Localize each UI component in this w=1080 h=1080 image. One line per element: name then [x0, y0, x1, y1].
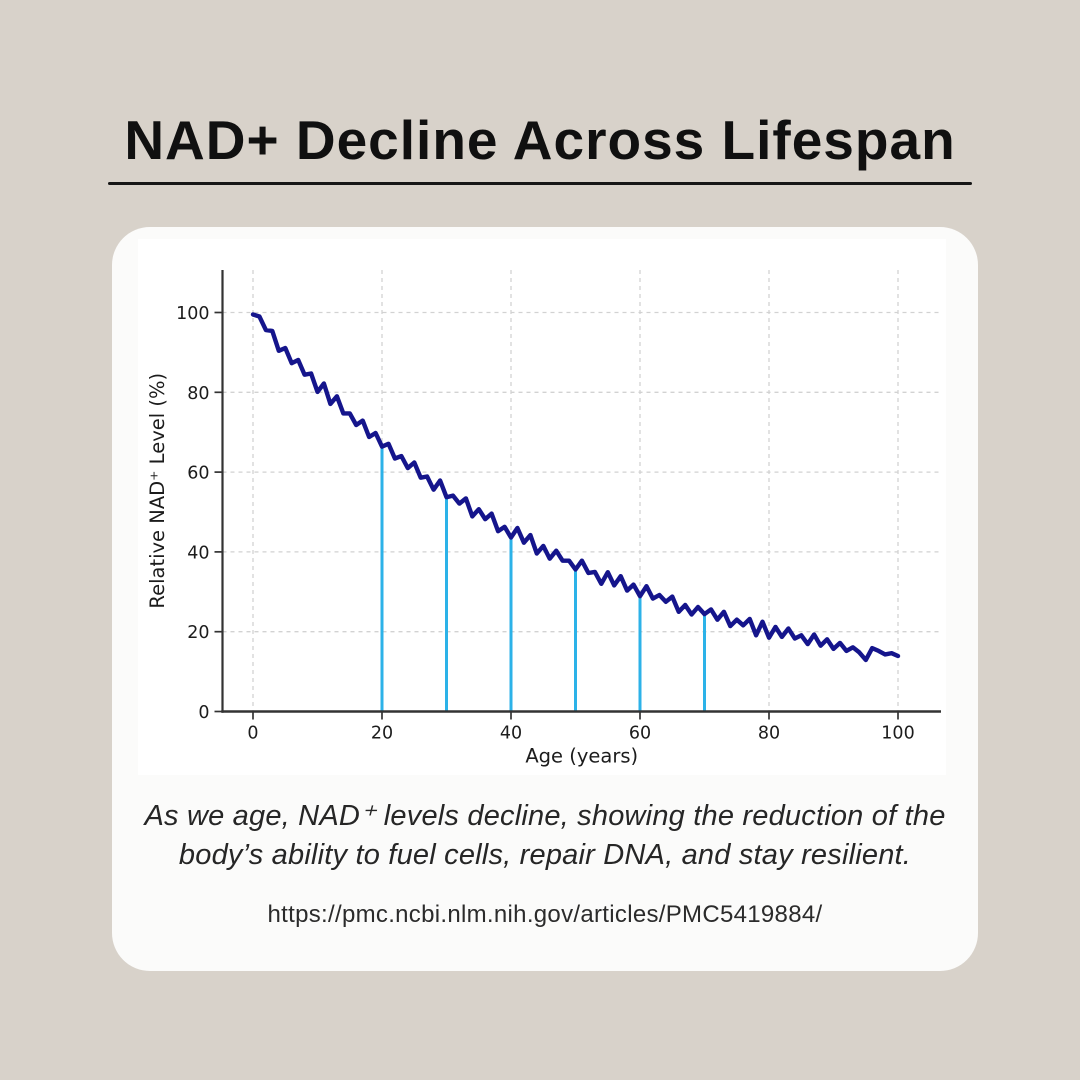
- svg-text:100: 100: [176, 304, 209, 324]
- caption-line-2: body’s ability to fuel cells, repair DNA…: [178, 839, 912, 871]
- svg-text:60: 60: [187, 464, 209, 484]
- svg-text:0: 0: [247, 724, 258, 744]
- svg-text:Relative NAD⁺ Level (%): Relative NAD⁺ Level (%): [146, 373, 169, 609]
- svg-text:Age (years): Age (years): [525, 745, 638, 768]
- page-title: NAD+ Decline Across Lifespan: [124, 109, 956, 171]
- chart-caption: As we age, NAD⁺ levels decline, showing …: [112, 797, 978, 875]
- svg-text:0: 0: [198, 703, 209, 723]
- svg-text:80: 80: [187, 384, 209, 404]
- svg-text:80: 80: [758, 724, 780, 744]
- source-url: https://pmc.ncbi.nlm.nih.gov/articles/PM…: [267, 901, 823, 928]
- svg-text:100: 100: [881, 724, 914, 744]
- svg-text:20: 20: [371, 724, 393, 744]
- caption-line-1: As we age, NAD⁺ levels decline, showing …: [144, 800, 946, 832]
- title-underline: [108, 182, 972, 185]
- svg-text:40: 40: [500, 724, 522, 744]
- svg-text:20: 20: [187, 623, 209, 643]
- content-card: 0 20 40 60 80 100 0 20 40 60 80 100 Age (years) Relat…: [112, 227, 978, 971]
- svg-text:40: 40: [187, 543, 209, 563]
- nad-decline-chart: 0 20 40 60 80 100 0 20 40 60 80 100 Age (years) Relat…: [138, 239, 946, 775]
- svg-text:60: 60: [629, 724, 651, 744]
